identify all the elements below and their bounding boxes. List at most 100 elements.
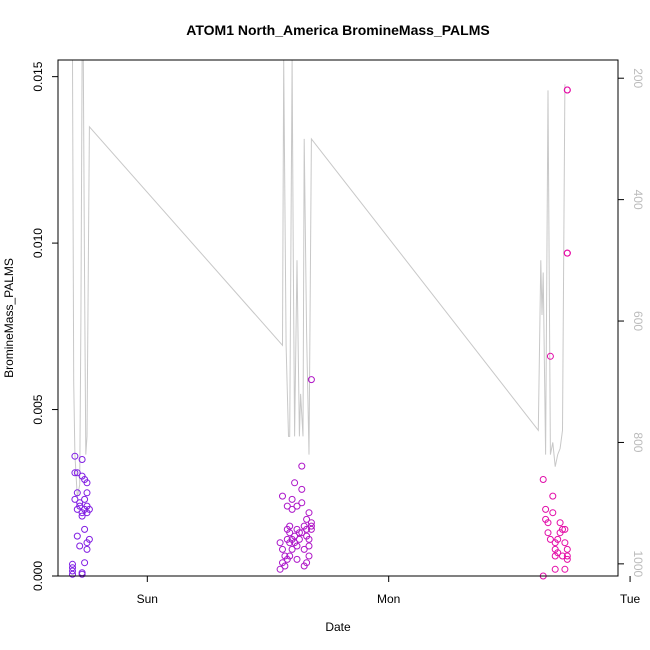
plot-frame (57, 59, 619, 577)
data-point (305, 535, 313, 543)
data-point (305, 542, 313, 550)
data-point (563, 555, 571, 563)
data-point (281, 562, 289, 570)
data-point (561, 565, 569, 573)
data-point (307, 519, 315, 527)
data-point (71, 469, 79, 477)
data-point (549, 492, 557, 500)
data-point (293, 542, 301, 550)
y-axis-label: BromineMass_PALMS (2, 258, 16, 378)
data-point (83, 479, 91, 487)
data-point (307, 376, 315, 384)
data-point (276, 539, 284, 547)
data-point (288, 505, 296, 513)
pressure-line (72, 59, 566, 498)
x-tick-label: Sun (137, 592, 158, 606)
data-point (81, 525, 89, 533)
x-axis: Sun Mon Tue (137, 576, 641, 606)
data-point (551, 565, 559, 573)
y-tick-label: 0.010 (31, 228, 45, 258)
pressure-line-layer (72, 59, 566, 498)
data-point (561, 539, 569, 547)
data-point (542, 505, 550, 513)
data-point (83, 489, 91, 497)
data-point (561, 525, 569, 533)
data-point (295, 529, 303, 537)
data-point (546, 535, 554, 543)
data-point (559, 552, 566, 560)
data-point (69, 570, 76, 578)
data-point (69, 567, 76, 575)
data-point (286, 529, 294, 537)
y2-tick-label: 800 (631, 432, 645, 452)
y2-tick-label: 1000 (631, 551, 645, 578)
x-tick-label: Mon (377, 592, 400, 606)
data-point (276, 565, 284, 573)
data-point (85, 535, 93, 543)
data-point (307, 522, 315, 530)
data-point (83, 545, 91, 553)
secondary-y-axis: 200 400 600 800 1000 (618, 68, 645, 578)
data-point (76, 502, 84, 510)
data-point (563, 249, 571, 257)
data-point (73, 469, 81, 477)
y-tick-label: 0.000 (31, 561, 45, 591)
data-point (293, 502, 301, 510)
data-point (563, 545, 571, 553)
x-tick-label: Tue (620, 592, 641, 606)
y2-tick-label: 400 (631, 190, 645, 210)
data-point (286, 522, 294, 530)
y-tick-label: 0.005 (31, 394, 45, 424)
data-point (544, 519, 552, 527)
y2-tick-label: 200 (631, 68, 645, 88)
data-point (559, 525, 566, 533)
y2-tick-label: 600 (631, 311, 645, 331)
data-point (549, 509, 557, 517)
chart-title: ATOM1 North_America BromineMass_PALMS (186, 22, 489, 38)
data-point (295, 535, 303, 543)
data-point (298, 485, 306, 493)
data-point (286, 552, 294, 560)
data-point (291, 479, 299, 487)
data-point (288, 545, 296, 553)
data-point (298, 499, 306, 507)
data-point (300, 545, 308, 553)
data-point (554, 549, 562, 557)
data-point (283, 502, 291, 510)
data-point (69, 564, 76, 572)
data-point (78, 456, 86, 463)
data-point (73, 489, 81, 497)
data-point (76, 499, 84, 507)
data-point (546, 352, 554, 360)
data-point (554, 535, 562, 543)
data-point (279, 492, 286, 500)
data-point (81, 559, 89, 567)
data-point (71, 495, 79, 503)
data-point (76, 542, 84, 550)
data-point (307, 525, 315, 533)
data-point (69, 560, 76, 568)
data-point (81, 495, 89, 503)
y-axis: 0.000 0.005 0.010 0.015 (31, 61, 58, 591)
data-point (303, 559, 311, 567)
x-axis-label: Date (325, 620, 351, 634)
data-point (298, 462, 306, 470)
data-point (85, 505, 93, 513)
data-point (303, 525, 311, 533)
data-points (69, 86, 571, 580)
data-point (73, 532, 81, 540)
data-point (71, 452, 79, 460)
data-point (539, 476, 547, 483)
data-point (291, 532, 299, 540)
data-point (563, 86, 571, 94)
data-point (279, 545, 286, 553)
data-point (305, 509, 313, 517)
data-point (303, 515, 311, 523)
data-point (288, 495, 296, 503)
data-point (556, 519, 564, 527)
data-point (78, 512, 86, 520)
data-point (293, 555, 301, 563)
y-tick-label: 0.015 (31, 61, 45, 91)
data-point (563, 552, 571, 560)
